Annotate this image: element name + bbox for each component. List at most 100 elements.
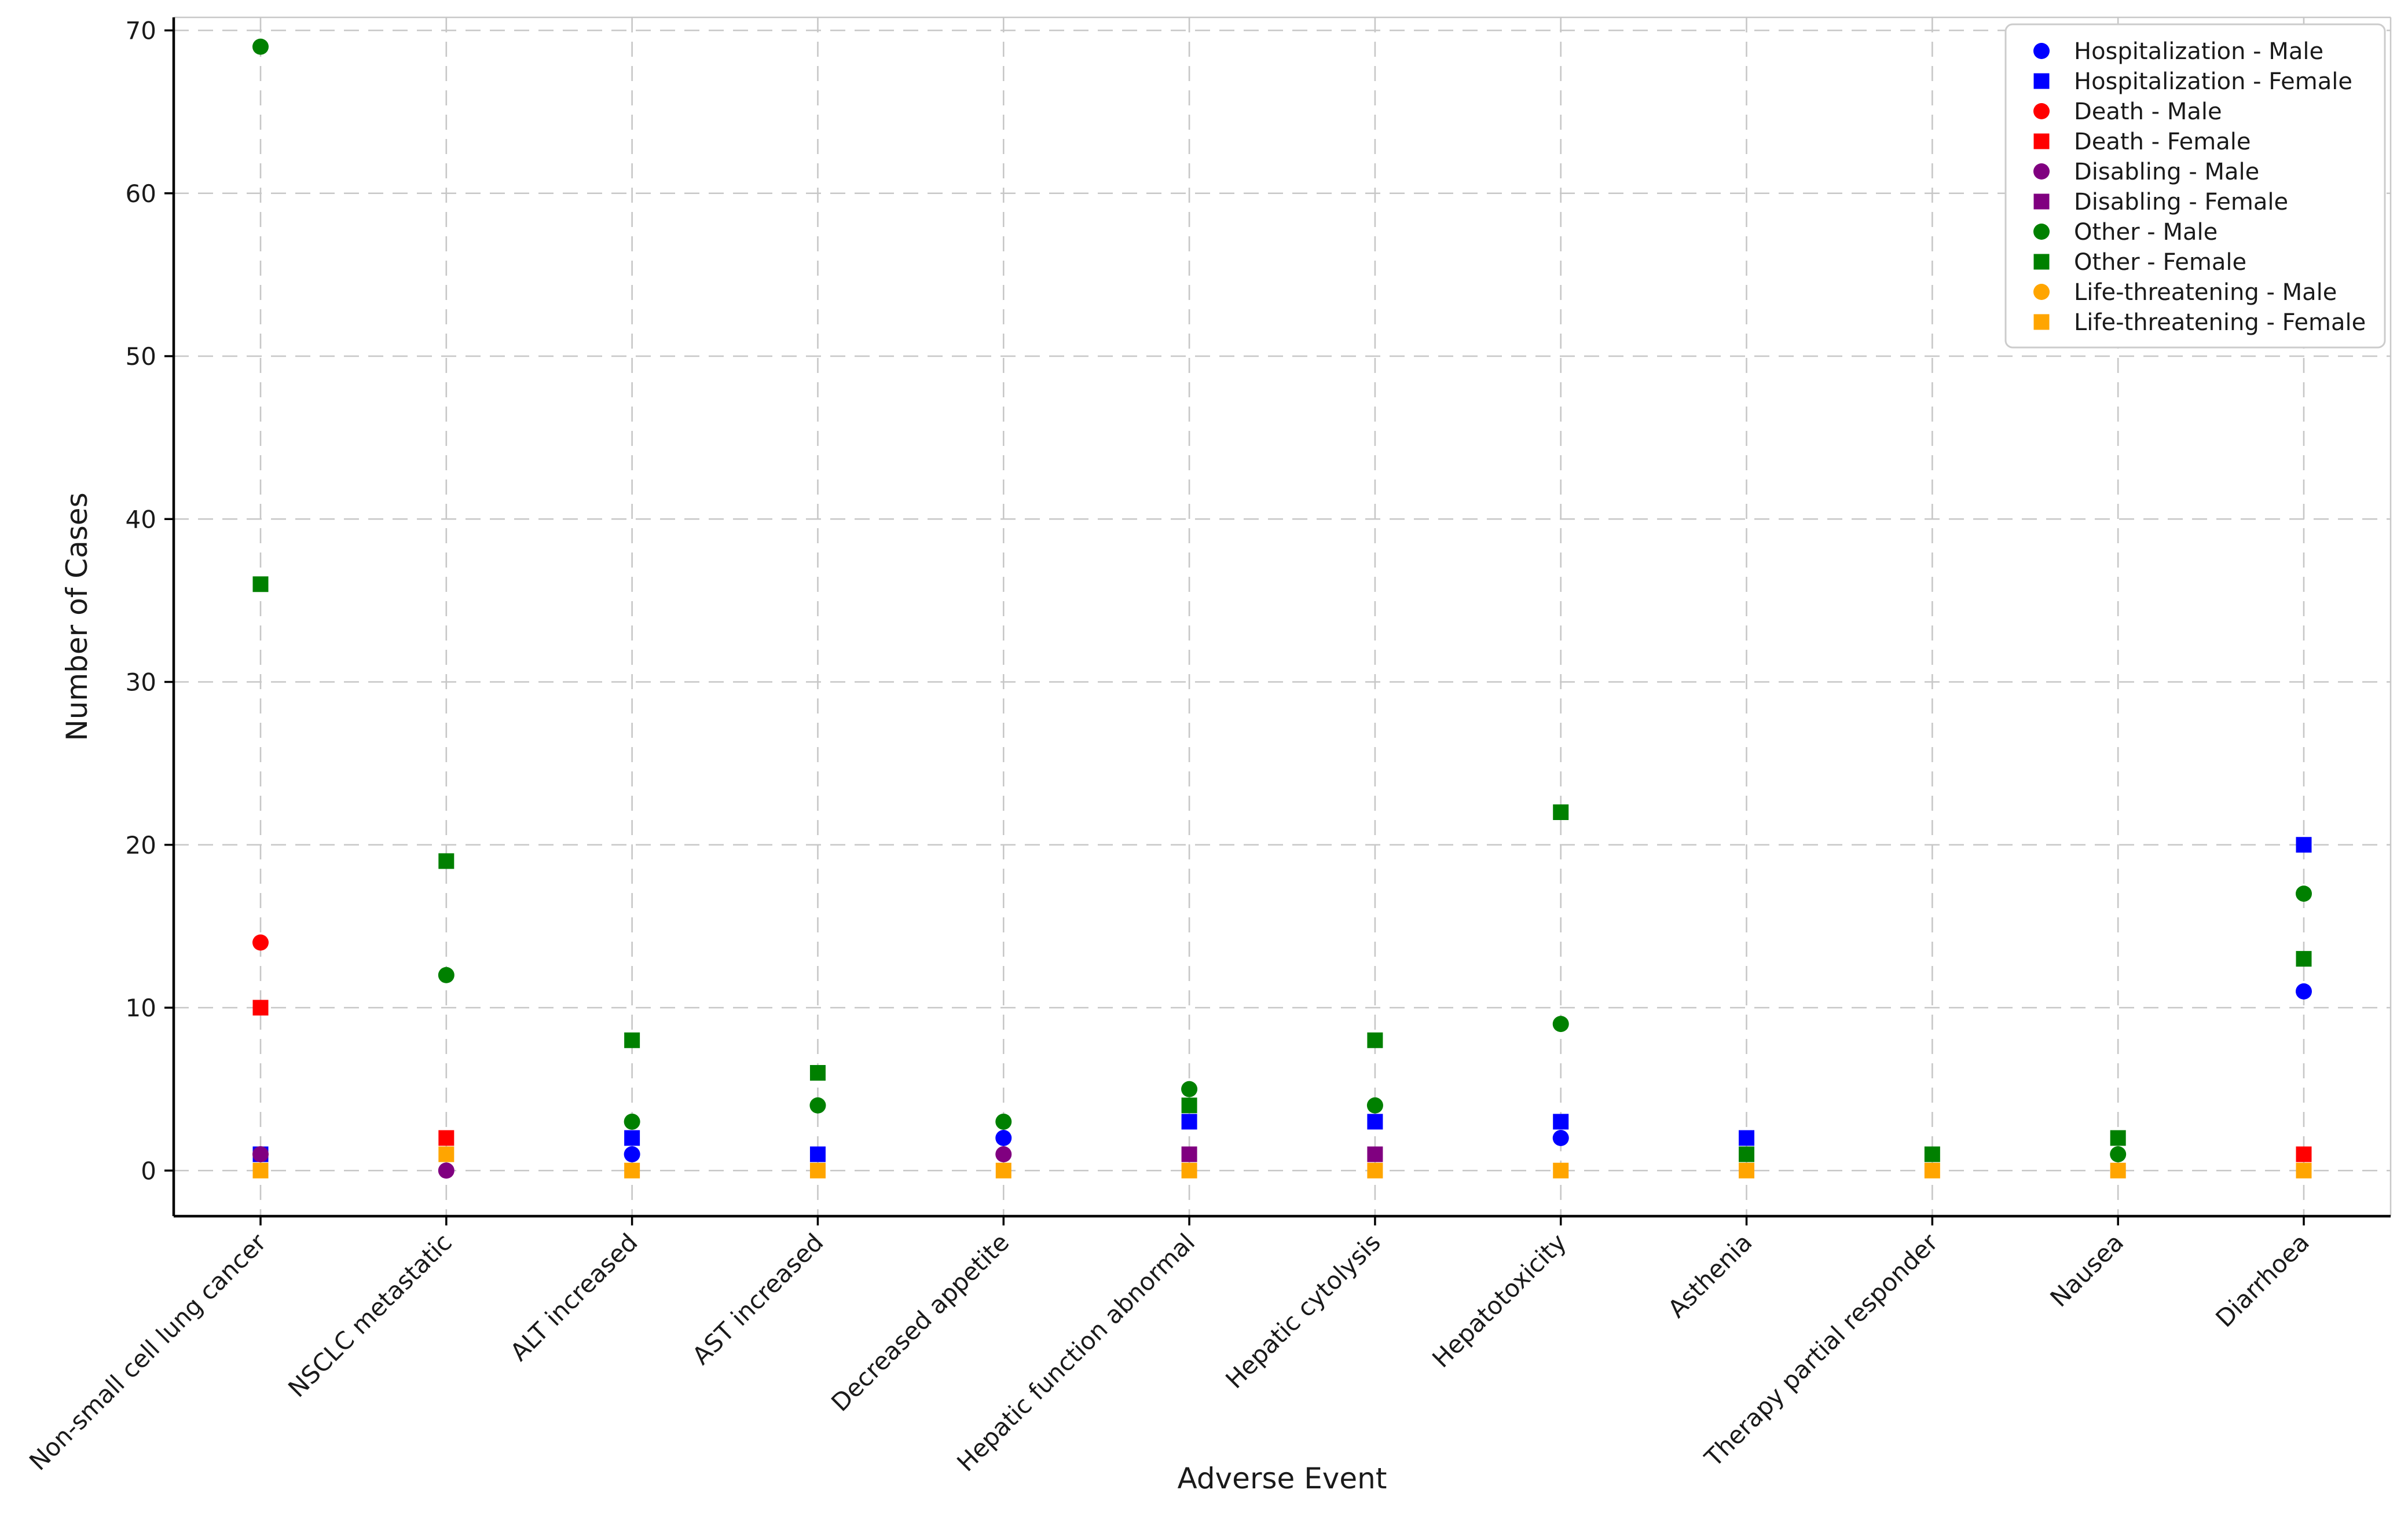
scatter-point <box>1553 804 1569 820</box>
legend-label: Death - Male <box>2074 98 2222 125</box>
y-axis-ticks: 0 10 20 30 40 50 60 70 <box>126 17 174 1185</box>
y-tick-label: 40 <box>126 505 156 533</box>
scatter-point <box>624 1113 640 1130</box>
scatter-point <box>624 1146 640 1163</box>
legend-label: Disabling - Male <box>2074 159 2259 185</box>
legend-marker-icon <box>2033 43 2050 59</box>
scatter-point <box>809 1146 826 1162</box>
scatter-point <box>2110 1130 2126 1146</box>
scatter-point <box>1367 1162 1383 1179</box>
legend-label: Other - Male <box>2074 219 2218 246</box>
y-tick-label: 20 <box>126 831 156 859</box>
scatter-point <box>1367 1032 1383 1048</box>
scatter-point <box>1553 1114 1569 1130</box>
scatter-point <box>438 1130 455 1146</box>
legend-label: Disabling - Female <box>2074 189 2288 215</box>
scatter-point <box>252 1146 269 1163</box>
scatter-point <box>438 853 455 869</box>
scatter-point <box>1366 1097 1383 1114</box>
scatter-point <box>2296 837 2312 853</box>
legend-item: Death - Male <box>2033 98 2222 125</box>
scatter-point <box>2296 1162 2312 1179</box>
scatter-point <box>438 1146 455 1162</box>
scatter-point <box>252 934 269 951</box>
scatter-point <box>1181 1114 1197 1130</box>
legend-item: Other - Female <box>2033 249 2246 276</box>
scatter-point <box>1739 1130 1755 1146</box>
y-tick-label: 30 <box>126 668 156 697</box>
scatter-point <box>2296 951 2312 967</box>
legend-label: Hospitalization - Male <box>2074 38 2323 65</box>
scatter-point <box>252 576 269 592</box>
y-tick-label: 50 <box>126 342 156 371</box>
scatter-point <box>2296 1146 2312 1162</box>
legend-label: Life-threatening - Female <box>2074 309 2366 336</box>
legend-marker-icon <box>2033 73 2050 89</box>
legend-label: Hospitalization - Female <box>2074 68 2352 95</box>
scatter-point <box>1924 1146 1940 1162</box>
y-tick-label: 70 <box>126 17 156 45</box>
legend-item: Disabling - Male <box>2033 159 2259 185</box>
scatter-point <box>809 1097 826 1114</box>
y-tick-label: 0 <box>141 1157 156 1185</box>
legend-marker-icon <box>2033 163 2050 180</box>
legend-item: Life-threatening - Female <box>2033 309 2366 336</box>
scatter-point <box>1739 1146 1755 1162</box>
scatter-point <box>1739 1162 1755 1179</box>
axes-spines <box>172 16 2392 1218</box>
legend-marker-icon <box>2033 133 2050 149</box>
scatter-point <box>2296 983 2312 1000</box>
legend-item: Hospitalization - Male <box>2033 38 2323 65</box>
scatter-point <box>252 1162 269 1179</box>
scatter-point <box>809 1162 826 1179</box>
scatter-point <box>1181 1162 1197 1179</box>
scatter-point <box>995 1146 1012 1163</box>
legend-marker-icon <box>2033 103 2050 119</box>
scatter-point <box>438 1162 455 1179</box>
legend-marker-icon <box>2033 224 2050 240</box>
legend-marker-icon <box>2033 284 2050 300</box>
legend-item: Disabling - Female <box>2033 189 2288 215</box>
scatter-point <box>1367 1146 1383 1162</box>
scatter-point <box>1924 1162 1940 1179</box>
legend-item: Hospitalization - Female <box>2033 68 2352 95</box>
scatter-point <box>2296 885 2312 902</box>
legend-item: Death - Female <box>2033 129 2251 155</box>
scatter-point <box>1181 1081 1198 1097</box>
legend: Hospitalization - Male Hospitalization - … <box>2004 23 2386 349</box>
legend-item: Life-threatening - Male <box>2033 279 2337 306</box>
legend-label: Other - Female <box>2074 249 2246 276</box>
x-axis-title: Adverse Event <box>1178 1462 1387 1495</box>
scatter-point <box>438 967 455 983</box>
legend-box <box>2004 23 2386 349</box>
scatter-point <box>624 1032 640 1048</box>
scatter-point <box>1181 1097 1197 1114</box>
legend-marker-icon <box>2033 254 2050 270</box>
scatter-point <box>1181 1146 1197 1162</box>
legend-label: Death - Female <box>2074 129 2251 155</box>
scatter-points <box>252 38 2312 1179</box>
legend-marker-icon <box>2033 314 2050 330</box>
scatter-point <box>252 38 269 55</box>
scatter-point <box>995 1113 1012 1130</box>
legend-label: Life-threatening - Male <box>2074 279 2337 306</box>
scatter-point <box>995 1162 1011 1179</box>
scatter-point <box>1553 1162 1569 1179</box>
scatter-point <box>995 1130 1012 1146</box>
legend-marker-icon <box>2033 193 2050 210</box>
scatter-point <box>1552 1130 1569 1146</box>
scatter-point <box>252 1000 269 1016</box>
y-axis-title: Number of Cases <box>60 492 94 741</box>
scatter-point <box>624 1162 640 1179</box>
y-tick-label: 60 <box>126 180 156 208</box>
y-tick-label: 10 <box>126 994 156 1022</box>
scatter-point <box>2110 1162 2126 1179</box>
scatter-point <box>2110 1146 2127 1163</box>
scatter-point <box>1367 1114 1383 1130</box>
scatter-point <box>1552 1016 1569 1033</box>
scatter-point <box>624 1130 640 1146</box>
scatter-point <box>809 1065 826 1081</box>
legend-item: Other - Male <box>2033 219 2218 246</box>
